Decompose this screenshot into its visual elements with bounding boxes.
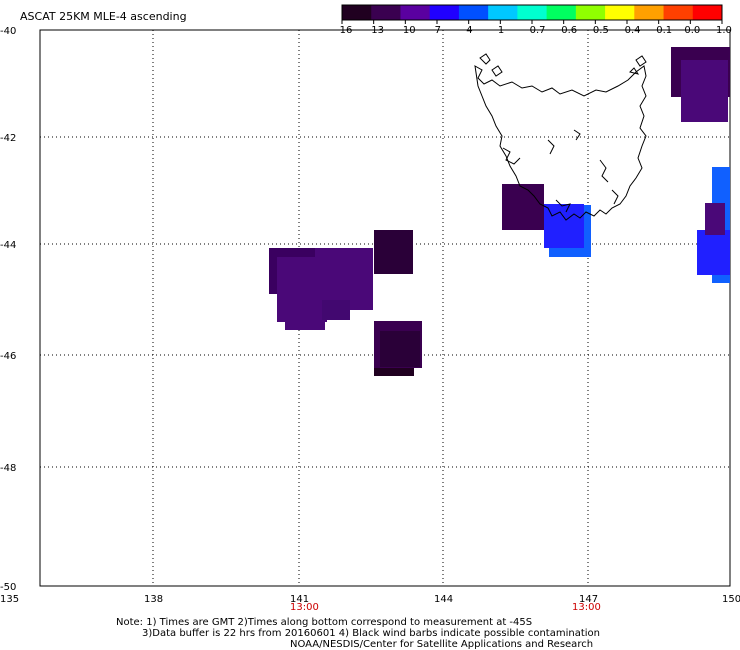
colorbar: -16 -13 -10 -7 -4 -1 -0.7 -0.6 -0.5 -0.4 -0.1 0.0 1.… xyxy=(336,4,732,36)
colorbar-swatch xyxy=(546,5,577,20)
colorbar-swatch xyxy=(400,5,431,20)
colorbar-swatch xyxy=(605,5,635,20)
colorbar-swatch xyxy=(634,5,665,20)
colorbar-swatch xyxy=(663,5,694,20)
colorbar-swatch xyxy=(342,5,372,20)
colorbar-swatch xyxy=(517,5,548,20)
data-cell xyxy=(374,368,414,376)
map-title: ASCAT 25KM MLE-4 ascending xyxy=(20,10,187,23)
data-cell xyxy=(374,230,413,274)
wind-data-cells xyxy=(269,47,730,376)
lat-label: -42 xyxy=(0,133,16,144)
time-labels: 13:00 13:00 xyxy=(290,602,601,613)
lat-label: -40 xyxy=(0,26,16,37)
data-cell xyxy=(705,203,725,235)
colorbar-swatch xyxy=(488,5,518,20)
data-cell xyxy=(380,331,420,367)
colorbar-swatch xyxy=(575,5,606,20)
colorbar-swatch xyxy=(692,5,723,20)
lat-label: -46 xyxy=(0,351,16,362)
colorbar-swatch xyxy=(458,5,489,20)
plot-frame xyxy=(39,29,731,587)
lat-label: -48 xyxy=(0,463,16,474)
data-cell xyxy=(697,230,730,275)
colorbar-swatch xyxy=(371,5,401,20)
time-label: 13:00 xyxy=(572,602,601,613)
time-label: 13:00 xyxy=(290,602,319,613)
lon-labels: 135 138 141 144 147 150 xyxy=(0,594,740,605)
lon-label: 150 xyxy=(722,594,740,605)
data-cell xyxy=(285,300,325,330)
tasmania-coastline xyxy=(474,53,647,221)
data-cell xyxy=(502,184,544,230)
lon-label: 144 xyxy=(434,594,453,605)
lon-label: 147 xyxy=(579,594,598,605)
lon-label: 135 xyxy=(0,594,19,605)
data-cell xyxy=(322,300,350,320)
data-cell xyxy=(544,204,584,248)
grid xyxy=(40,30,730,586)
lat-label: -44 xyxy=(0,240,16,251)
lat-labels: -40 -42 -44 -46 -48 -50 xyxy=(0,26,16,593)
lon-label: 138 xyxy=(144,594,163,605)
lon-label: 141 xyxy=(290,594,309,605)
colorbar-swatch xyxy=(429,5,460,20)
data-cell xyxy=(681,60,728,122)
lat-label: -50 xyxy=(0,582,16,593)
